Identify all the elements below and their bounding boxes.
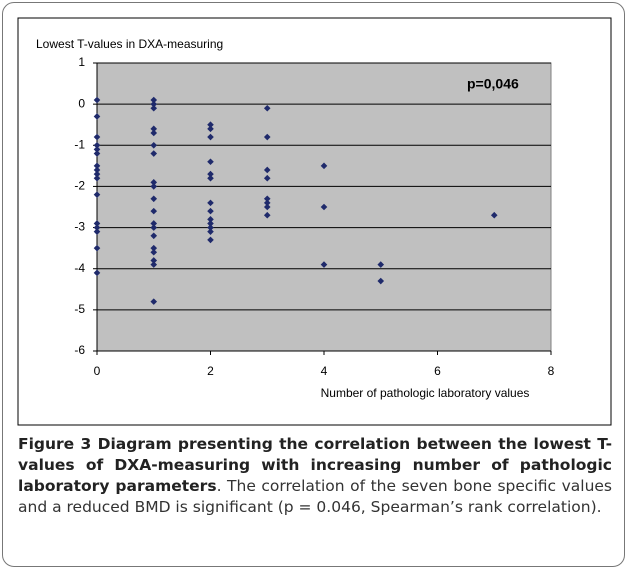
point bbox=[207, 207, 214, 215]
point bbox=[150, 232, 158, 240]
point bbox=[207, 199, 214, 207]
point bbox=[377, 261, 385, 268]
x-tick-label: 4 bbox=[321, 364, 328, 378]
point bbox=[150, 125, 158, 133]
point bbox=[207, 133, 214, 141]
y-tick-label: -6 bbox=[74, 343, 85, 357]
point bbox=[263, 133, 271, 141]
point bbox=[207, 220, 214, 227]
point bbox=[320, 261, 328, 268]
point bbox=[320, 162, 328, 170]
point bbox=[263, 211, 271, 219]
point bbox=[263, 203, 271, 211]
point bbox=[150, 298, 158, 305]
caption-text: . The correlation of the seven bone spec… bbox=[18, 477, 612, 516]
point bbox=[377, 277, 385, 285]
point bbox=[150, 257, 158, 264]
point bbox=[150, 244, 158, 252]
point bbox=[93, 146, 101, 153]
point bbox=[150, 183, 158, 190]
y-tick-label: 0 bbox=[78, 96, 85, 110]
point bbox=[93, 244, 101, 252]
point bbox=[150, 100, 158, 108]
point bbox=[93, 162, 101, 170]
point bbox=[93, 133, 101, 141]
caption: Figure 3 Diagram presenting the correlat… bbox=[18, 434, 612, 518]
point bbox=[207, 158, 214, 166]
point bbox=[150, 179, 158, 186]
point bbox=[150, 129, 158, 137]
point bbox=[263, 104, 271, 112]
x-tick-label: 0 bbox=[94, 364, 101, 378]
point bbox=[207, 125, 214, 133]
y-tick-label: -1 bbox=[74, 137, 85, 151]
annotation: p=0,046 bbox=[467, 76, 519, 92]
y-tick-label: -3 bbox=[74, 220, 85, 234]
y-tick-label: 1 bbox=[78, 55, 85, 69]
point bbox=[207, 170, 214, 178]
point bbox=[320, 203, 328, 211]
point bbox=[150, 220, 158, 227]
point bbox=[150, 141, 158, 149]
point bbox=[93, 224, 101, 231]
x-axis-title: Number of pathologic laboratory values bbox=[321, 386, 530, 400]
caption-title: Figure 3 Diagram presenting the correlat… bbox=[18, 435, 612, 495]
x-tick-label: 6 bbox=[434, 364, 441, 378]
point bbox=[93, 166, 101, 174]
point bbox=[263, 166, 271, 174]
point bbox=[93, 150, 101, 157]
point bbox=[150, 261, 158, 268]
y-tick-label: -4 bbox=[74, 261, 85, 275]
point bbox=[93, 220, 101, 227]
point bbox=[93, 191, 101, 198]
y-axis-title: Lowest T-values in DXA-measuring bbox=[36, 37, 223, 51]
point bbox=[93, 269, 101, 277]
point bbox=[263, 174, 271, 182]
point bbox=[150, 224, 158, 231]
point bbox=[93, 141, 101, 149]
chart: Lowest T-values in DXA-measuring Number … bbox=[17, 17, 612, 426]
point bbox=[150, 195, 158, 203]
point bbox=[150, 248, 158, 256]
point bbox=[207, 224, 214, 231]
point bbox=[93, 174, 101, 182]
point bbox=[207, 121, 214, 129]
y-tick-label: -5 bbox=[74, 302, 85, 316]
point bbox=[150, 207, 158, 215]
point bbox=[150, 104, 158, 112]
point bbox=[93, 228, 101, 235]
point bbox=[93, 170, 101, 178]
point bbox=[490, 211, 498, 219]
point bbox=[207, 216, 214, 223]
point bbox=[207, 174, 214, 182]
x-tick-label: 2 bbox=[207, 364, 214, 378]
point bbox=[93, 96, 101, 104]
x-tick-label: 8 bbox=[548, 364, 555, 378]
point bbox=[207, 236, 214, 244]
point bbox=[93, 113, 101, 120]
point bbox=[207, 228, 214, 235]
point bbox=[263, 195, 271, 203]
point bbox=[263, 199, 271, 207]
y-tick-label: -2 bbox=[74, 179, 85, 193]
point bbox=[150, 96, 158, 104]
point bbox=[150, 150, 158, 157]
